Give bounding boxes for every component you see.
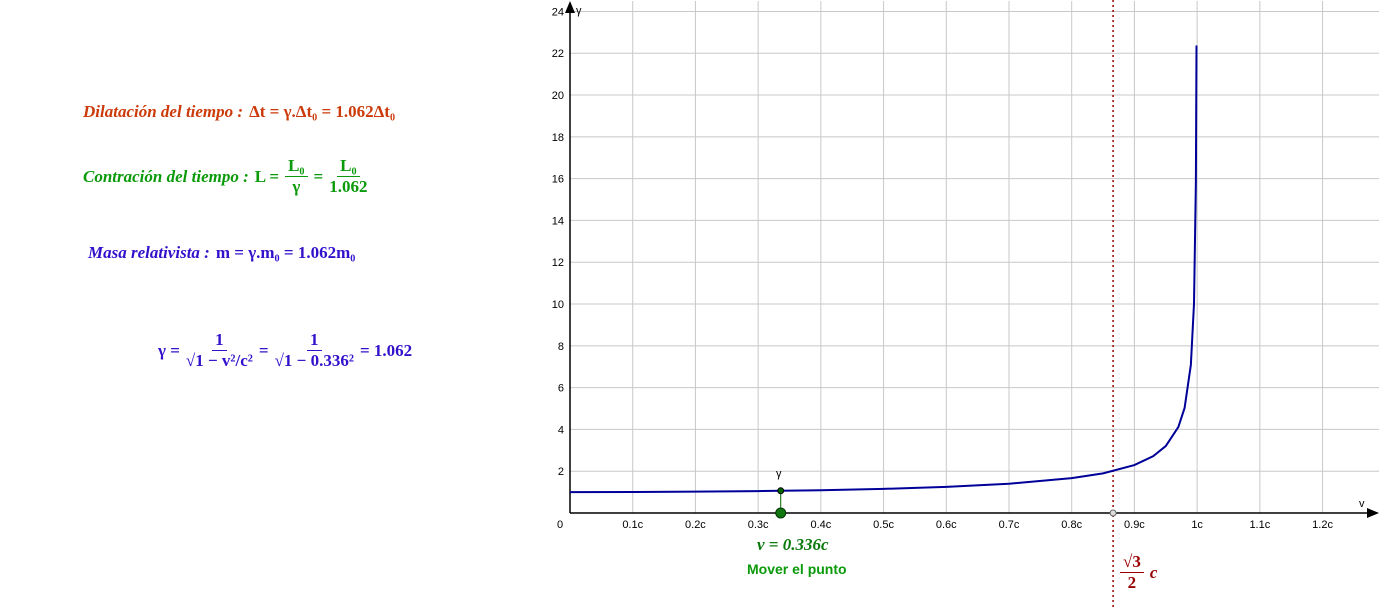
v-text: v = 0.336c — [757, 535, 829, 554]
v-label: v = 0.336c — [757, 535, 829, 555]
y-tick-label: 2 — [558, 466, 564, 478]
x-tick-label: 0 — [557, 519, 563, 531]
expr: m = γ.m₀ = 1.062m₀ — [215, 243, 356, 262]
x-tick-label: 0.8c — [1061, 519, 1082, 531]
y-tick-label: 4 — [558, 424, 564, 436]
x-tick-label: 0.7c — [999, 519, 1020, 531]
x-tick-label: 0.9c — [1124, 519, 1145, 531]
curve — [569, 45, 1198, 494]
y-tick-label: 8 — [558, 341, 564, 353]
x-tick-label: 0.6c — [936, 519, 957, 531]
den: 2 — [1127, 573, 1137, 592]
label: Dilatación del tiempo : — [83, 102, 244, 121]
x-tick-label: 0.3c — [748, 519, 769, 531]
x-tick-label: 1.2c — [1312, 519, 1333, 531]
asymptote-point — [1109, 509, 1117, 517]
dilation-formula: Dilatación del tiempo : Δt = γ.Δt₀ = 1.0… — [83, 102, 395, 122]
mass-formula: Masa relativista : m = γ.m₀ = 1.062m₀ — [88, 243, 355, 263]
lhs: L = — [254, 166, 280, 186]
fraction: L₀ 1.062 — [329, 156, 367, 197]
y-axis-arrow — [565, 1, 575, 13]
x-tick-label: 0.4c — [810, 519, 831, 531]
num: √3 — [1120, 552, 1144, 573]
num: L₀ — [285, 156, 308, 177]
y-tick-label: 12 — [552, 257, 564, 269]
x-axis-arrow — [1367, 508, 1379, 518]
asymptote-label: √3 2 c — [1120, 552, 1157, 593]
v-point[interactable] — [775, 507, 787, 519]
unit: c — [1149, 562, 1158, 582]
label: Masa relativista : — [88, 243, 210, 262]
y-tick-label: 20 — [552, 90, 564, 102]
move-button-label[interactable]: Mover el punto — [747, 561, 847, 577]
label: Contración del tiempo : — [83, 166, 249, 186]
eq: = — [313, 166, 324, 186]
y-tick-label: 14 — [552, 215, 564, 227]
den: √1 − v²/c² — [185, 351, 253, 370]
x-tick-label: 1.1c — [1249, 519, 1270, 531]
y-tick-label: 22 — [552, 48, 564, 60]
x-tick-label: 0.2c — [685, 519, 706, 531]
y-tick-label: 18 — [552, 132, 564, 144]
y-tick-label: 6 — [558, 383, 564, 395]
y-tick-label: 24 — [552, 6, 564, 18]
x-tick-label: 0.5c — [873, 519, 894, 531]
den: √1 − 0.336² — [274, 351, 354, 370]
x-axis-label: v — [1359, 498, 1365, 510]
den: 1.062 — [329, 177, 368, 196]
y-tick-label: 16 — [552, 174, 564, 186]
expr: Δt = γ.Δt₀ = 1.062Δt₀ — [249, 102, 396, 121]
num: L₀ — [337, 156, 360, 177]
num: 1 — [212, 330, 227, 351]
fraction: 1 √1 − v²/c² — [186, 330, 253, 371]
den: γ — [292, 177, 301, 196]
contraction-formula: Contración del tiempo : L = L₀ γ = L₀ 1.06… — [83, 156, 367, 197]
gamma-point — [777, 487, 785, 495]
fraction: √3 2 — [1120, 552, 1144, 593]
gamma-formula: γ = 1 √1 − v²/c² = 1 √1 − 0.336² = 1.062 — [158, 330, 412, 371]
y-axis-label: γ — [576, 5, 582, 17]
x-tick-label: 0.1c — [622, 519, 643, 531]
rhs: = 1.062 — [359, 340, 413, 360]
eq: = — [258, 340, 269, 360]
point-label: γ — [776, 468, 782, 480]
fraction: L₀ γ — [285, 156, 308, 197]
fraction: 1 √1 − 0.336² — [275, 330, 354, 371]
num: 1 — [307, 330, 322, 351]
y-tick-label: 10 — [552, 299, 564, 311]
lhs: γ = — [158, 340, 180, 360]
x-tick-label: 1c — [1191, 519, 1203, 531]
